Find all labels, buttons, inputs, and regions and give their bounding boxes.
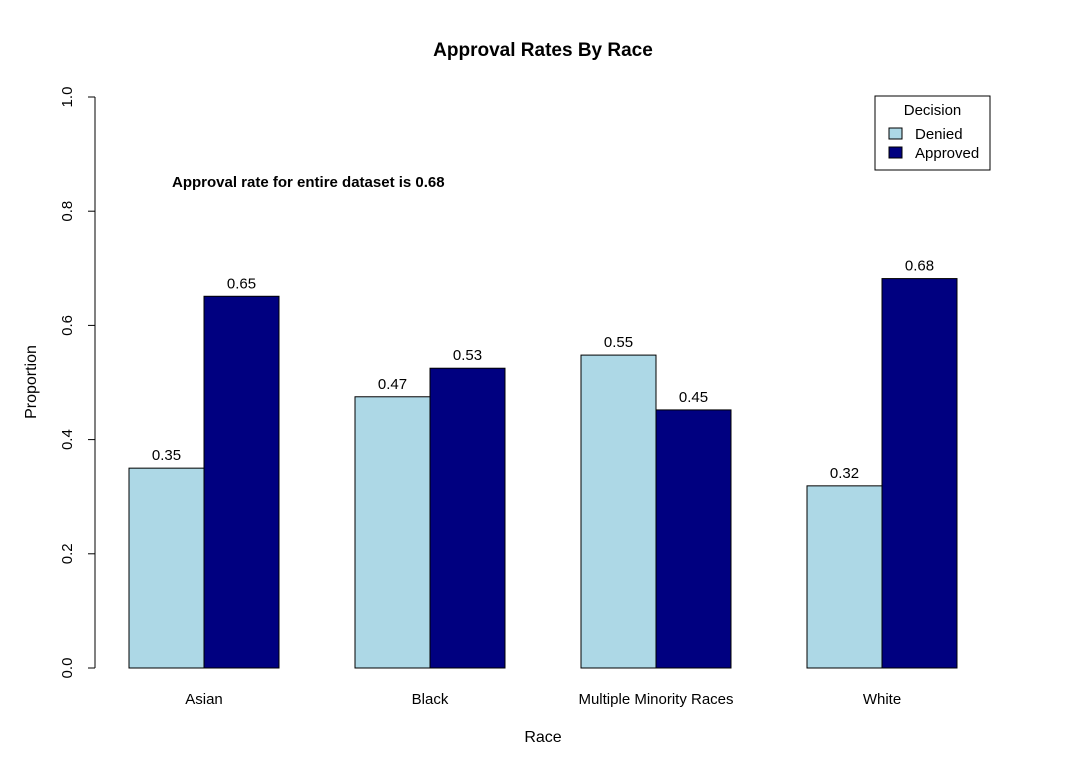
x-axis-tick-labels: Asian Black Multiple Minority Races White xyxy=(185,691,901,708)
bar-approved xyxy=(655,409,732,669)
y-axis: 0.0 0.2 0.4 0.6 0.8 1.0 xyxy=(59,87,96,679)
x-tick-label: Multiple Minority Races xyxy=(578,691,733,708)
bar-approved xyxy=(429,367,506,669)
data-label: 0.32 xyxy=(830,465,859,482)
data-label: 0.68 xyxy=(905,258,934,275)
bar-denied xyxy=(128,467,205,669)
data-label: 0.45 xyxy=(679,389,708,406)
y-tick-label: 1.0 xyxy=(59,87,76,108)
y-axis-label: Proportion xyxy=(23,345,40,419)
x-tick-label: Asian xyxy=(185,691,223,708)
data-label: 0.47 xyxy=(378,376,407,393)
data-label: 0.55 xyxy=(604,334,633,351)
bar-denied xyxy=(580,354,657,669)
y-tick-label: 0.0 xyxy=(59,658,76,679)
legend-label-approved: Approved xyxy=(915,145,979,162)
legend-title: Decision xyxy=(904,102,962,119)
bar-denied xyxy=(806,485,883,669)
x-tick-label: Black xyxy=(412,691,449,708)
legend: Decision Denied Approved xyxy=(874,95,991,171)
chart-title: Approval Rates By Race xyxy=(433,40,653,61)
x-axis-label: Race xyxy=(524,729,561,746)
bars: 0.35 0.65 0.47 0.53 0.55 0.45 0.32 0.68 xyxy=(128,258,958,669)
y-tick-label: 0.4 xyxy=(59,429,76,450)
x-tick-label: White xyxy=(863,691,901,708)
bar-approved xyxy=(881,278,958,669)
y-tick-label: 0.8 xyxy=(59,201,76,222)
bar-denied xyxy=(354,396,431,669)
bar-approved xyxy=(203,295,280,669)
y-tick-label: 0.6 xyxy=(59,315,76,336)
data-label: 0.35 xyxy=(152,447,181,464)
y-tick-label: 0.2 xyxy=(59,543,76,564)
data-label: 0.65 xyxy=(227,275,256,292)
legend-swatch-approved xyxy=(888,146,903,159)
legend-swatch-denied xyxy=(888,127,903,140)
dataset-approval-annotation: Approval rate for entire dataset is 0.68 xyxy=(172,174,445,191)
data-label: 0.53 xyxy=(453,347,482,364)
legend-label-denied: Denied xyxy=(915,126,963,143)
